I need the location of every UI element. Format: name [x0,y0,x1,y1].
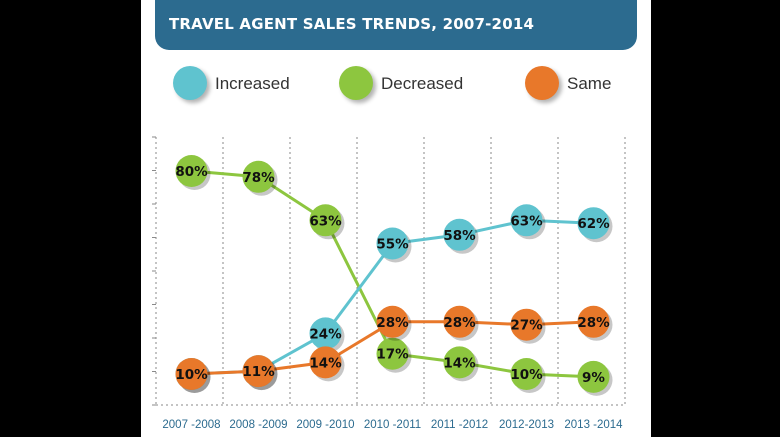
chart-header: TRAVEL AGENT SALES TRENDS, 2007-2014 [155,0,637,50]
data-label-same: 11% [242,364,275,380]
legend-label-decreased: Decreased [381,74,464,93]
data-label-same: 10% [175,367,208,383]
x-tick-label: 2009 -2010 [296,419,354,431]
x-tick-label: 2007 -2008 [162,419,220,431]
data-point-decreased [309,204,342,237]
data-label-increased: 58% [443,228,476,244]
legend-label-increased: Increased [215,74,290,93]
data-point-decreased [577,360,610,393]
data-label-decreased: 9% [582,370,605,386]
data-label-increased: 62% [577,216,610,232]
data-point-decreased [175,155,208,187]
data-point-same [510,308,543,341]
data-point-increased [510,204,543,237]
line-chart: 2007 -2008 2008 -2009 2009 -2010 2010 -2011… [152,136,626,431]
legend-swatch-increased [173,66,207,100]
data-label-same: 27% [510,318,543,334]
data-point-increased [577,207,610,240]
chart-panel: TRAVEL AGENT SALES TRENDS, 2007-2014 Inc… [141,0,651,437]
data-label-decreased: 10% [510,367,543,383]
data-point-same [577,305,610,338]
data-label-decreased: 63% [309,213,342,229]
data-point-same [309,346,342,379]
x-tick-label: 2012-2013 [499,419,554,431]
legend-swatch-decreased [339,66,373,100]
x-tick-label: 2011 -2012 [431,419,488,431]
data-label-increased: 63% [510,213,543,229]
data-point-decreased [443,346,476,379]
data-label-decreased: 78% [242,170,275,186]
data-label-same: 28% [577,315,610,331]
data-point-decreased [242,160,275,193]
data-point-increased [309,317,342,350]
data-point-same [443,305,476,338]
data-label-increased: 24% [309,326,342,342]
data-point-same [376,305,409,338]
data-label-same: 14% [309,355,342,371]
x-tick-label: 2010 -2011 [364,419,421,431]
data-point-decreased [510,358,543,390]
x-tick-label: 2008 -2009 [229,419,287,431]
data-point-same [175,358,208,390]
legend-label-same: Same [567,74,612,93]
chart-title: TRAVEL AGENT SALES TRENDS, 2007-2014 [169,15,535,33]
data-label-decreased: 14% [443,355,476,371]
data-label-same: 28% [376,315,409,331]
legend-swatch-same [525,66,559,100]
data-point-increased [443,218,476,251]
data-point-increased [376,227,409,260]
data-point-decreased [376,337,409,370]
data-point-same [242,355,275,388]
data-label-decreased: 17% [376,347,409,363]
x-tick-label: 2013 -2014 [564,419,623,431]
data-label-increased: 55% [376,237,409,253]
data-label-same: 28% [443,315,476,331]
data-label-decreased: 80% [175,164,208,180]
